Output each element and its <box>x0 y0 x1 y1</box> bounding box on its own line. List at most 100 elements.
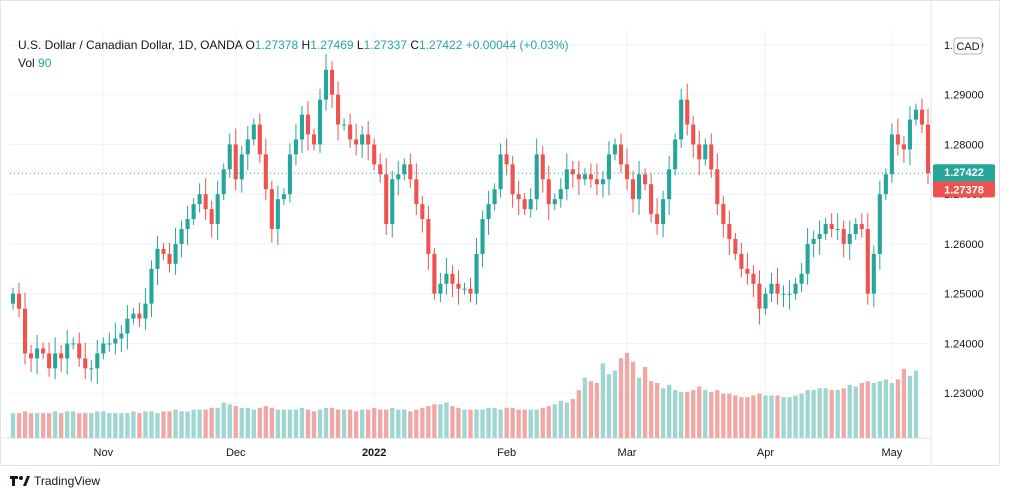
volume-bar <box>763 395 768 438</box>
y-tick-label: 1.26000 <box>944 239 984 251</box>
volume-bar <box>757 393 762 438</box>
candle-body <box>29 353 34 359</box>
candle-body <box>432 253 437 294</box>
x-tick-label: Dec <box>226 447 246 459</box>
tradingview-footer[interactable]: TradingView <box>10 474 100 488</box>
volume-bar <box>113 413 118 438</box>
volume-bar <box>143 411 148 438</box>
volume-bar <box>576 390 582 438</box>
candle-body <box>673 139 678 170</box>
candle-body <box>378 164 383 175</box>
candle-body <box>817 234 822 239</box>
candle-body <box>396 174 401 180</box>
candle-body <box>402 164 407 175</box>
volume-bar <box>191 409 196 438</box>
volume-bar <box>570 398 576 438</box>
volume-bar <box>77 413 82 438</box>
volume-bar <box>167 411 172 438</box>
candle-body <box>317 99 323 145</box>
volume-bar <box>287 409 293 438</box>
candle-body <box>41 348 46 354</box>
volume-bar <box>329 407 335 438</box>
candle-body <box>251 124 256 140</box>
candle-body <box>564 169 569 190</box>
candle-body <box>275 199 280 230</box>
candle-body <box>23 308 28 354</box>
candle-body <box>907 119 912 150</box>
volume-bar <box>347 409 353 438</box>
candle-body <box>101 343 106 354</box>
candle-body <box>655 214 660 225</box>
volume-bar <box>474 409 479 438</box>
volume-bar <box>564 402 569 438</box>
volume-bar <box>883 379 889 438</box>
candle-body <box>703 144 708 160</box>
candle-body <box>372 144 377 165</box>
candle-body <box>107 343 112 345</box>
x-tick-label: Feb <box>497 447 516 459</box>
candle-body <box>486 204 491 220</box>
volume-bar <box>275 409 281 438</box>
candle-body <box>456 283 461 289</box>
candle-body <box>661 199 666 225</box>
volume-bar <box>865 381 870 438</box>
open-price-value: 1.27378 <box>944 184 984 196</box>
volume-bar <box>672 390 678 438</box>
volume-bar <box>877 381 883 438</box>
candle-body <box>191 204 196 220</box>
volume-bar <box>516 409 521 438</box>
volume-bar <box>787 397 792 438</box>
currency-label: CAD <box>956 41 979 53</box>
open-price-badge <box>933 181 995 198</box>
volume-bar <box>263 406 269 438</box>
volume-bar <box>408 411 413 438</box>
candle-body <box>215 194 220 225</box>
candle-body <box>125 318 130 334</box>
candle-body <box>137 313 142 319</box>
candle-body <box>901 144 906 150</box>
candle-body <box>853 224 858 234</box>
volume-bar <box>365 409 371 438</box>
volume-bar <box>432 404 437 438</box>
candle-body <box>438 283 443 294</box>
candle-body <box>691 124 696 145</box>
volume-bar <box>341 409 347 438</box>
volume-bar <box>209 407 214 438</box>
candle-body <box>877 194 882 254</box>
volume-bar <box>799 393 804 438</box>
volume-bar <box>829 390 834 438</box>
candle-body <box>612 144 618 155</box>
volume-bar <box>588 381 594 438</box>
candle-body <box>257 124 262 155</box>
candle-body <box>775 283 780 294</box>
volume-bar <box>811 390 816 438</box>
volume-bar <box>40 413 46 438</box>
volume-bar <box>552 404 557 438</box>
candle-body <box>330 69 335 95</box>
candle-body <box>197 194 202 205</box>
volume-bar <box>95 411 100 438</box>
volume-bar <box>179 411 184 438</box>
volume-bar <box>185 411 190 438</box>
candle-body <box>534 154 539 200</box>
candle-body <box>65 343 70 359</box>
volume-bar <box>305 409 311 438</box>
volume-bar <box>390 407 395 438</box>
candle-body <box>913 109 918 120</box>
candle-body <box>697 144 702 160</box>
volume-bar <box>46 413 52 438</box>
volume-bar <box>901 368 907 438</box>
volume-bar <box>853 386 858 438</box>
volume-bar <box>281 409 287 438</box>
candle-body <box>733 238 738 254</box>
candle-body <box>360 134 365 145</box>
volume-bar <box>251 409 256 438</box>
volume-bar <box>335 409 341 438</box>
candle-body <box>811 238 816 244</box>
volume-bar <box>215 407 220 438</box>
change-value: +0.00044 (+0.03%) <box>465 38 569 52</box>
volume-bar <box>203 409 208 438</box>
candle-body <box>119 333 124 339</box>
candle-body <box>528 199 533 210</box>
